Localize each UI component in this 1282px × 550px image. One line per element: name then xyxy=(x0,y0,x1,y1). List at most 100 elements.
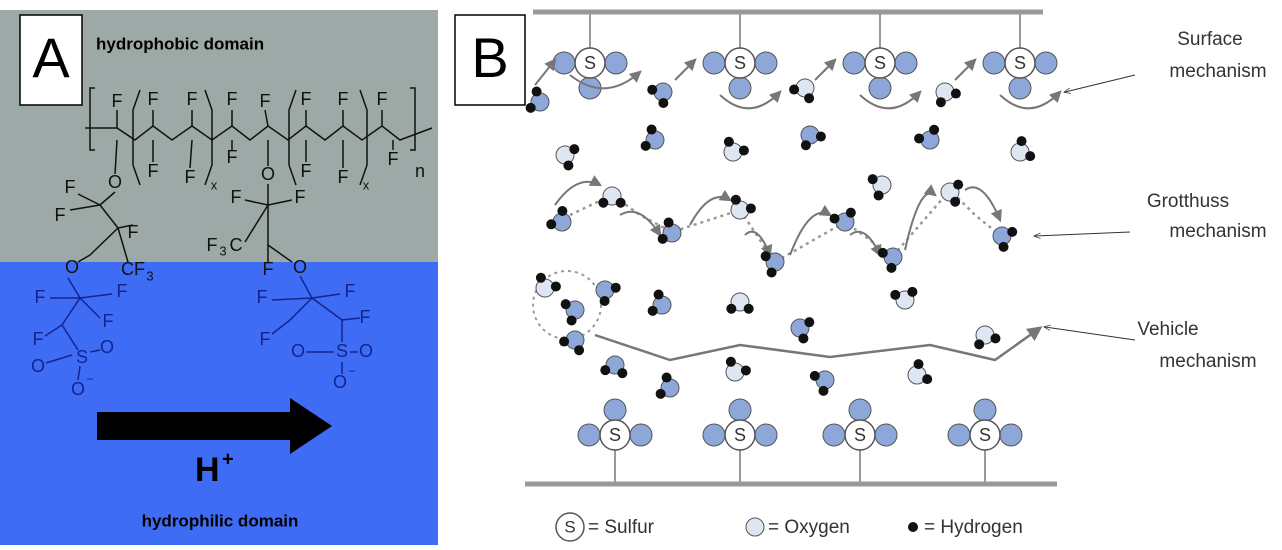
oxygen xyxy=(974,399,996,421)
water-hydrogen xyxy=(600,365,610,375)
water-hydrogen xyxy=(557,206,567,216)
water-hydrogen xyxy=(658,234,668,244)
oxygen xyxy=(843,52,865,74)
atom-label: F xyxy=(338,89,349,109)
water-hydrogen xyxy=(559,337,569,347)
mechanism-label: mechanism xyxy=(1169,221,1266,242)
water-hydrogen xyxy=(990,333,1000,343)
sulfur-label: S xyxy=(734,53,746,73)
legend-oxygen xyxy=(746,518,764,536)
atom-label: S xyxy=(336,341,348,361)
water-hydrogen xyxy=(617,368,627,378)
water-hydrogen xyxy=(744,304,754,314)
oxygen xyxy=(755,52,777,74)
sulfur-label: S xyxy=(734,425,746,445)
atom-label: F xyxy=(263,259,274,279)
atom-label: 3 xyxy=(219,243,226,258)
atom-label: F xyxy=(65,177,76,197)
water-hydrogen xyxy=(951,89,961,99)
oxygen xyxy=(604,399,626,421)
oxygen xyxy=(983,52,1005,74)
sulfur-label: S xyxy=(854,425,866,445)
water-hydrogen xyxy=(654,290,664,300)
oxygen xyxy=(553,52,575,74)
water-hydrogen xyxy=(804,317,814,327)
proton-path xyxy=(555,182,600,205)
atom-label: F xyxy=(260,329,271,349)
panel-label: B xyxy=(471,26,508,89)
water-hydrogen xyxy=(890,290,900,300)
atom-label: − xyxy=(86,371,94,386)
legend-text: = Oxygen xyxy=(768,517,850,538)
water-hydrogen xyxy=(551,281,561,291)
water-hydrogen xyxy=(767,267,777,277)
oxygen xyxy=(875,424,897,446)
water-hydrogen xyxy=(922,374,932,384)
sulfur-label: S xyxy=(609,425,621,445)
atom-label: F xyxy=(207,235,218,255)
oxygen xyxy=(1000,424,1022,446)
atom-label: F xyxy=(128,222,139,242)
vehicle-path xyxy=(595,328,1040,360)
atom-label: F xyxy=(388,149,399,169)
atom-label: O xyxy=(108,172,122,192)
proton-hop xyxy=(955,60,975,80)
water-hydrogen xyxy=(886,263,896,273)
oxygen xyxy=(755,424,777,446)
legend-text: = Sulfur xyxy=(588,517,655,538)
atom-label: F xyxy=(112,91,123,111)
proton-hop xyxy=(675,60,695,80)
atom-label: F xyxy=(55,205,66,225)
water-hydrogen xyxy=(761,251,771,261)
atom-label: − xyxy=(348,363,356,378)
atom-label: S xyxy=(76,347,88,367)
legend-hydrogen xyxy=(908,522,918,532)
mechanism-label: Surface xyxy=(1177,29,1242,50)
proton: H xyxy=(195,451,220,489)
atom-label: F xyxy=(260,91,271,111)
water-hydrogen xyxy=(641,141,651,151)
proton-path xyxy=(850,232,880,255)
oxygen xyxy=(605,52,627,74)
atom-label: F xyxy=(35,287,46,307)
pointer xyxy=(1065,75,1135,92)
water-hydrogen xyxy=(739,145,749,155)
sulfur-label: S xyxy=(979,425,991,445)
page: A hydrophobic domain H + hydrophilic dom… xyxy=(0,0,1282,545)
proton-path xyxy=(965,187,1000,220)
water-hydrogen xyxy=(574,345,584,355)
atom-label: O xyxy=(31,356,45,376)
water-hydrogen xyxy=(929,125,939,135)
water-hydrogen xyxy=(664,218,674,228)
atom-label: O xyxy=(100,337,114,357)
legend-symbol: S xyxy=(564,517,575,536)
atom-label: F xyxy=(301,161,312,181)
atom-label: C xyxy=(230,235,243,255)
atom-label: F xyxy=(117,281,128,301)
water-hydrogen xyxy=(974,339,984,349)
oxygen xyxy=(1009,77,1031,99)
water-hydrogen xyxy=(874,190,884,200)
water-hydrogen xyxy=(567,315,577,325)
water-hydrogen xyxy=(647,85,657,95)
water-hydrogen xyxy=(810,371,820,381)
proton-path xyxy=(1000,92,1060,108)
water-hydrogen xyxy=(1017,136,1027,146)
atom-label: F xyxy=(227,147,238,167)
water-hydrogen xyxy=(526,103,536,113)
water-hydrogen xyxy=(936,97,946,107)
water-hydrogen xyxy=(830,214,840,224)
atom-label: x xyxy=(363,177,370,192)
hydrophilic-region xyxy=(0,262,438,545)
proton-path xyxy=(620,212,660,235)
water-hydrogen xyxy=(532,87,542,97)
water-hydrogen xyxy=(546,219,556,229)
atom-label: O xyxy=(65,257,79,277)
atom-label: F xyxy=(338,167,349,187)
domain-label: hydrophilic domain xyxy=(142,511,299,530)
oxygen xyxy=(895,52,917,74)
atom-label: O xyxy=(261,164,275,184)
oxygen xyxy=(703,424,725,446)
atom-label: F xyxy=(33,329,44,349)
